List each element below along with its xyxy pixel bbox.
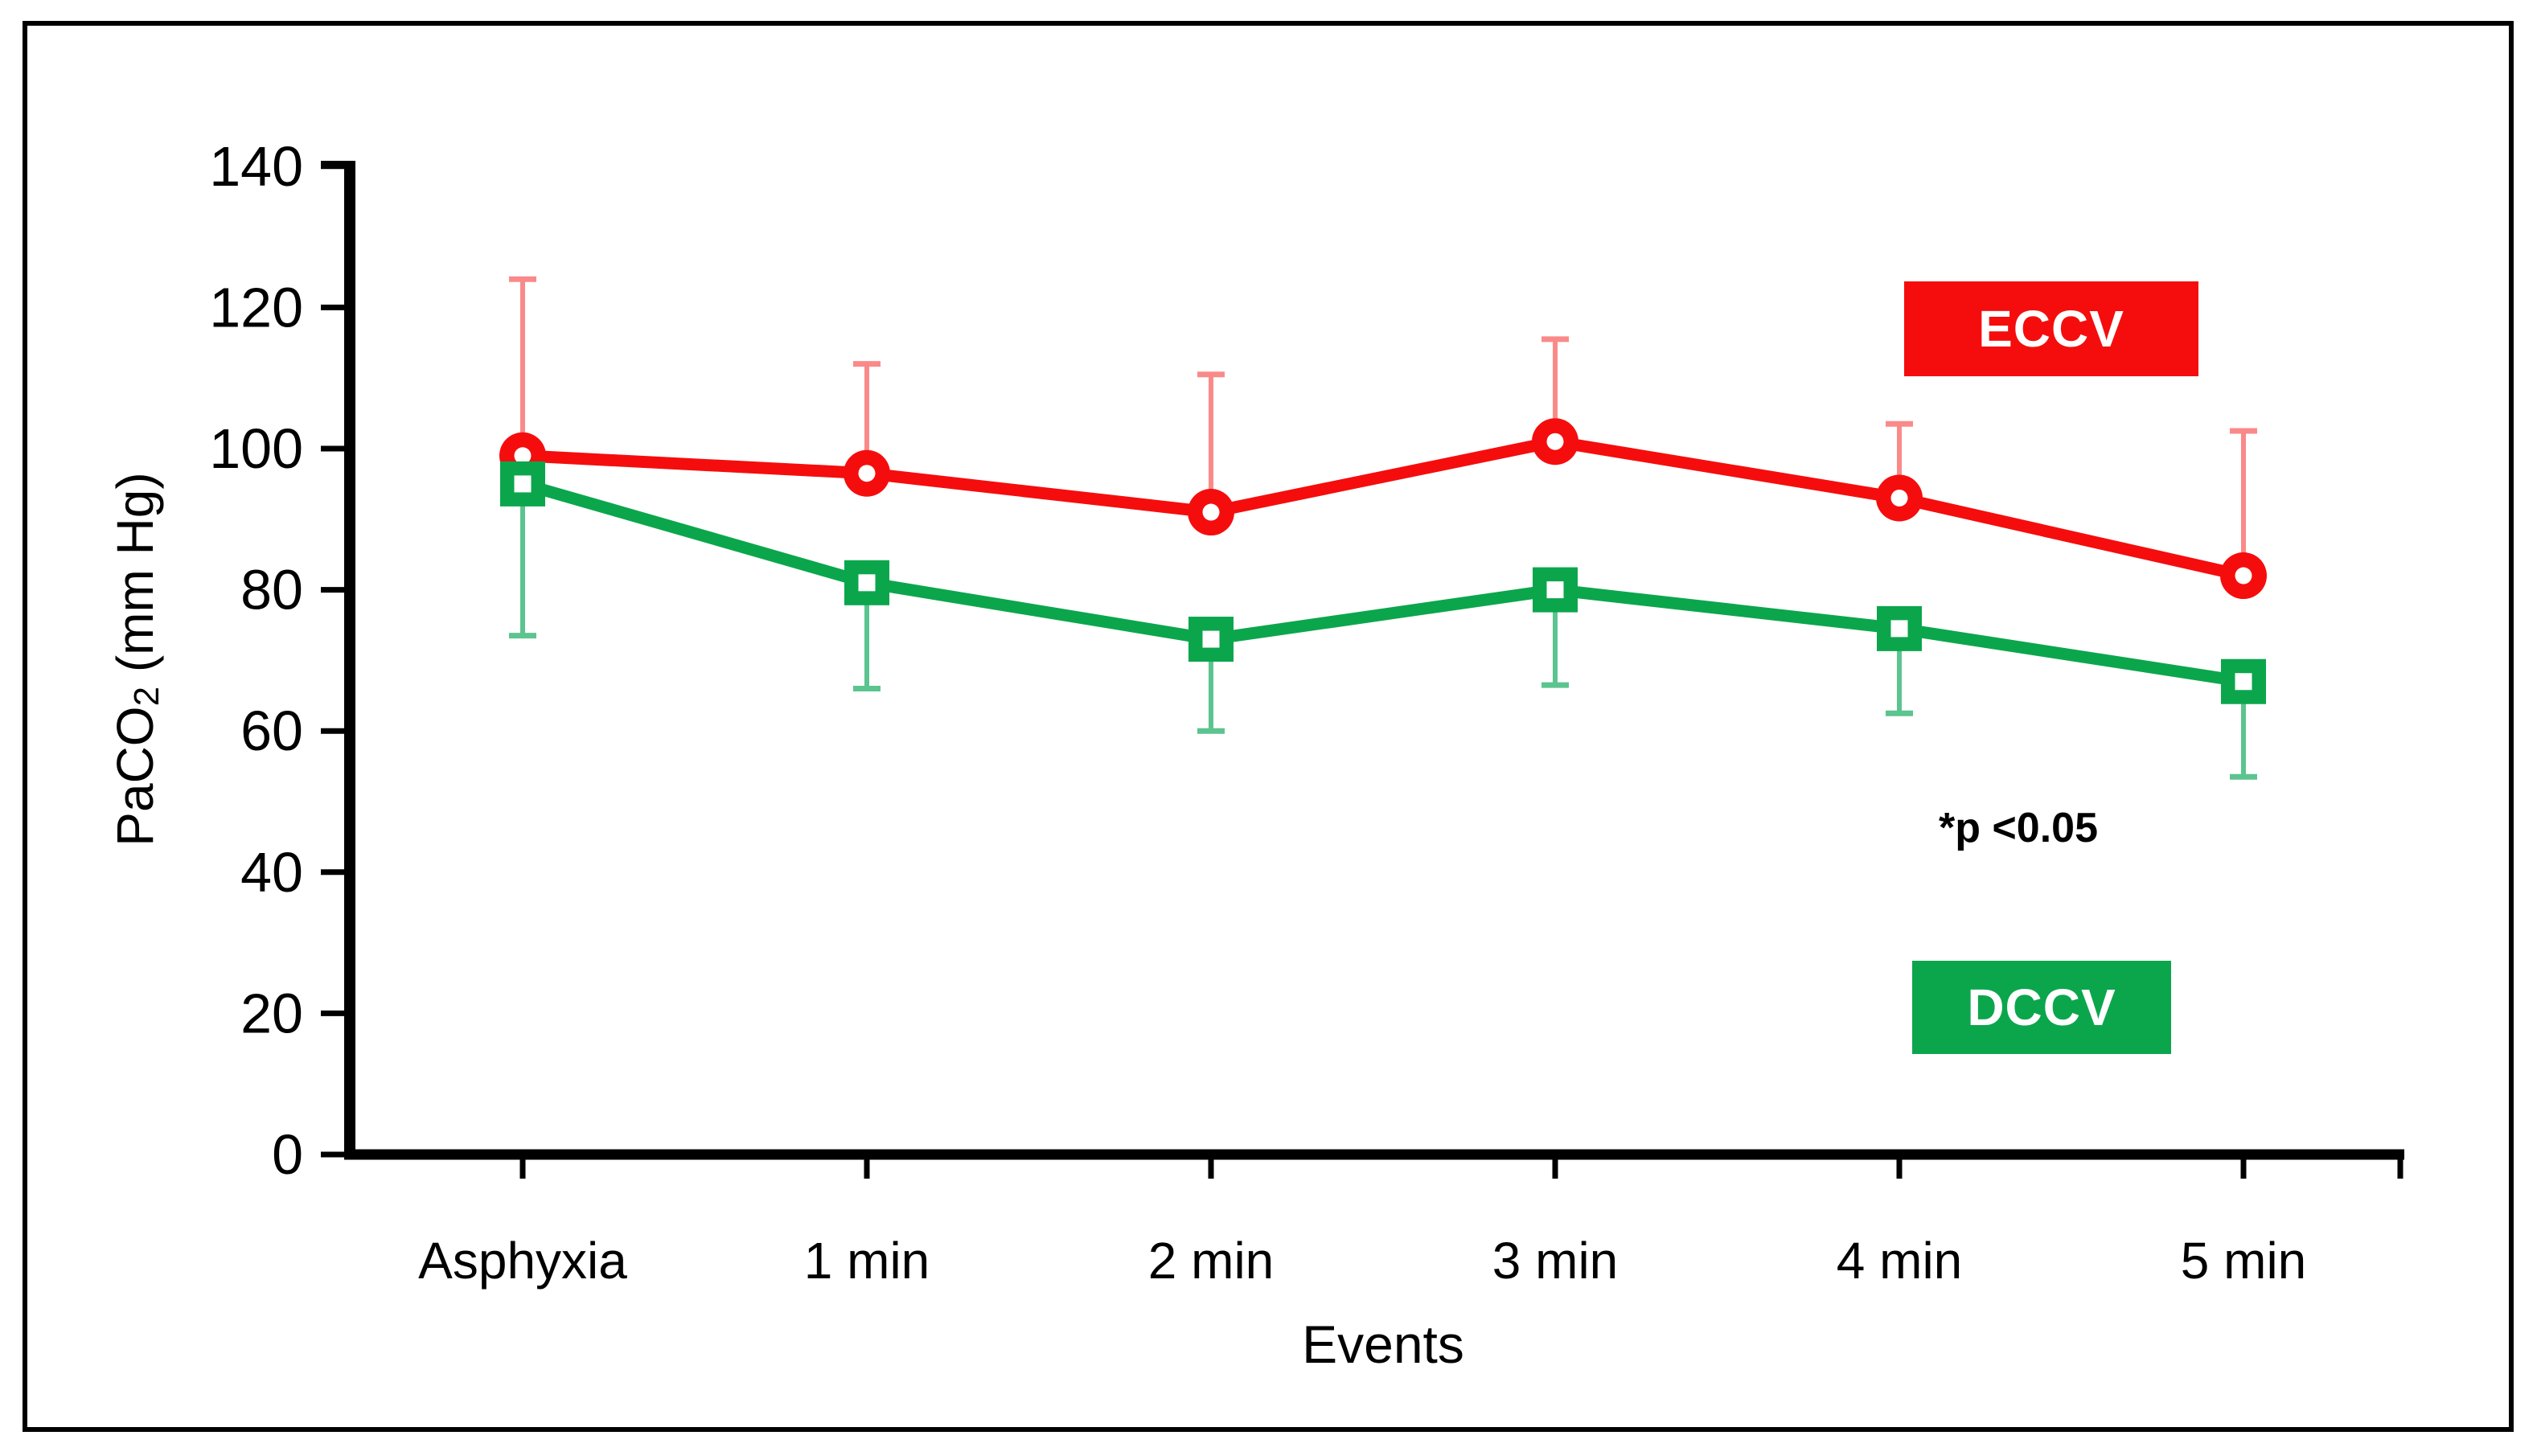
legend-eccv: ECCV xyxy=(1904,281,2198,376)
marker-hole xyxy=(1890,489,1908,507)
marker-hole xyxy=(858,465,876,482)
y-axis-tick-label: 20 xyxy=(240,982,303,1044)
marker-hole xyxy=(858,574,876,592)
y-axis-tick-label: 60 xyxy=(240,699,303,762)
legend-dccv-label: DCCV xyxy=(1967,978,2116,1036)
legend-dccv: DCCV xyxy=(1912,961,2171,1054)
marker-hole xyxy=(514,447,532,465)
y-axis-tick-label: 100 xyxy=(209,417,303,480)
marker-hole xyxy=(1202,630,1220,648)
series-line-dccv xyxy=(516,478,2250,688)
x-axis-tick-label: 5 min xyxy=(2181,1232,2307,1290)
y-axis-tick-label: 120 xyxy=(209,276,303,338)
significance-annotation: *p <0.05 xyxy=(1938,805,2099,851)
x-axis-tick-label: 4 min xyxy=(1837,1232,1963,1290)
y-axis-tick-label: 80 xyxy=(240,559,303,621)
marker-hole xyxy=(2235,567,2252,584)
y-axis-tick-label: 40 xyxy=(240,841,303,904)
y-axis-tick-label: 140 xyxy=(209,135,303,198)
marker-hole xyxy=(514,475,532,493)
marker-hole xyxy=(1890,620,1908,638)
x-axis-tick-label: 1 min xyxy=(804,1232,930,1290)
series-line-eccv xyxy=(516,435,2250,582)
x-axis-title: Events xyxy=(1302,1315,1464,1374)
x-axis-tick-label: 3 min xyxy=(1492,1232,1619,1290)
legend-eccv-label: ECCV xyxy=(1978,300,2124,358)
y-axis-title: PaCO2 (mm Hg) xyxy=(106,472,166,846)
y-axis-tick-label: 0 xyxy=(272,1123,303,1186)
marker-hole xyxy=(1202,503,1220,521)
figure-border xyxy=(23,21,2514,1432)
marker-hole xyxy=(2235,673,2252,691)
x-axis-tick-label: 2 min xyxy=(1148,1232,1275,1290)
marker-hole xyxy=(1546,433,1564,450)
marker-hole xyxy=(1546,581,1564,599)
x-axis-tick-label: Asphyxia xyxy=(418,1232,627,1290)
